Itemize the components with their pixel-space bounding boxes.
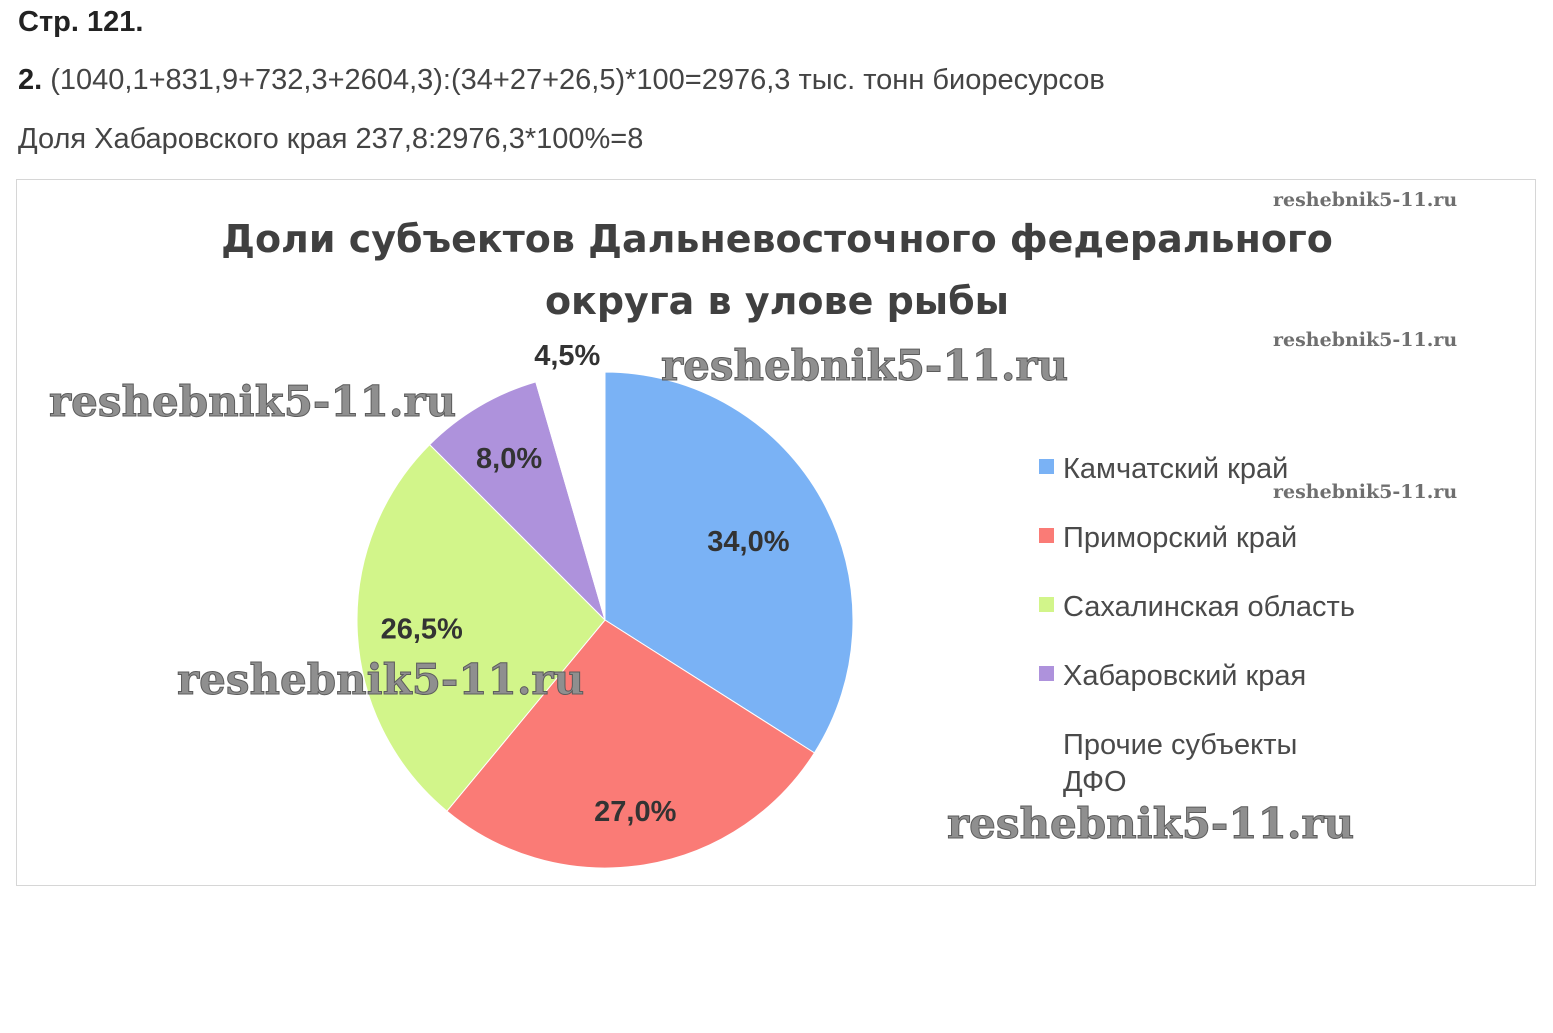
slice-label-4: 8,0%	[476, 443, 542, 475]
slice-labels: 34,0% 27,0% 26,5% 8,0% 4,5%	[381, 340, 790, 828]
watermark-layer: reshebnik5-11.ru reshebnik5-11.ru reshebni…	[49, 189, 1458, 849]
watermark-large-1: reshebnik5-11.ru	[49, 377, 456, 426]
calculation-line-1: 2. (1040,1+831,9+732,3+2604,3):(34+27+26…	[18, 64, 1105, 97]
watermark-large-3: reshebnik5-11.ru	[177, 655, 584, 704]
slice-label-3: 26,5%	[381, 614, 463, 646]
pie-chart: Доли субъектов Дальневосточного федераль…	[49, 189, 1458, 869]
legend-swatch-3	[1039, 597, 1054, 612]
legend-label-1: Камчатский край	[1063, 453, 1288, 485]
pie-slice-4	[428, 381, 606, 621]
pie-slice-5	[535, 371, 606, 621]
legend-swatch-2	[1039, 528, 1054, 543]
legend-label-4: Хабаровский края	[1063, 660, 1306, 692]
chart-frame: Доли субъектов Дальневосточного федераль…	[16, 179, 1536, 886]
pie-slices	[356, 371, 854, 869]
chart-title-line-1: Доли субъектов Дальневосточного федераль…	[221, 217, 1333, 261]
legend-swatch-4	[1039, 666, 1054, 681]
pie-slice-2	[446, 619, 816, 869]
legend-label-5: Прочие субъекты ДФО	[1063, 729, 1297, 798]
task-number: 2.	[18, 64, 43, 96]
watermark-small-1: reshebnik5-11.ru	[1273, 189, 1457, 211]
pie-slice-3	[356, 443, 606, 812]
page-heading: Стр. 121.	[18, 6, 144, 38]
slice-label-1: 34,0%	[707, 526, 789, 558]
watermark-large-4: reshebnik5-11.ru	[947, 799, 1354, 848]
pie-slice-1	[604, 371, 854, 754]
legend-label-3: Сахалинская область	[1063, 591, 1355, 623]
chart-legend: Камчатский край Приморский край Сахалинска…	[1039, 453, 1355, 798]
slice-label-2: 27,0%	[594, 796, 676, 828]
watermark-small-3: reshebnik5-11.ru	[1273, 481, 1457, 503]
chart-title-line-2: округа в улове рыбы	[545, 279, 1009, 323]
slice-label-5: 4,5%	[534, 340, 600, 372]
chart-title: Доли субъектов Дальневосточного федераль…	[221, 217, 1333, 323]
calculation-line-2: Доля Хабаровского края 237,8:2976,3*100%…	[18, 123, 644, 155]
calculation-formula: (1040,1+831,9+732,3+2604,3):(34+27+26,5)…	[50, 64, 1105, 96]
watermark-small-2: reshebnik5-11.ru	[1273, 329, 1457, 351]
legend-label-2: Приморский край	[1063, 522, 1297, 554]
watermark-large-2: reshebnik5-11.ru	[661, 341, 1068, 390]
legend-swatch-1	[1039, 459, 1054, 474]
